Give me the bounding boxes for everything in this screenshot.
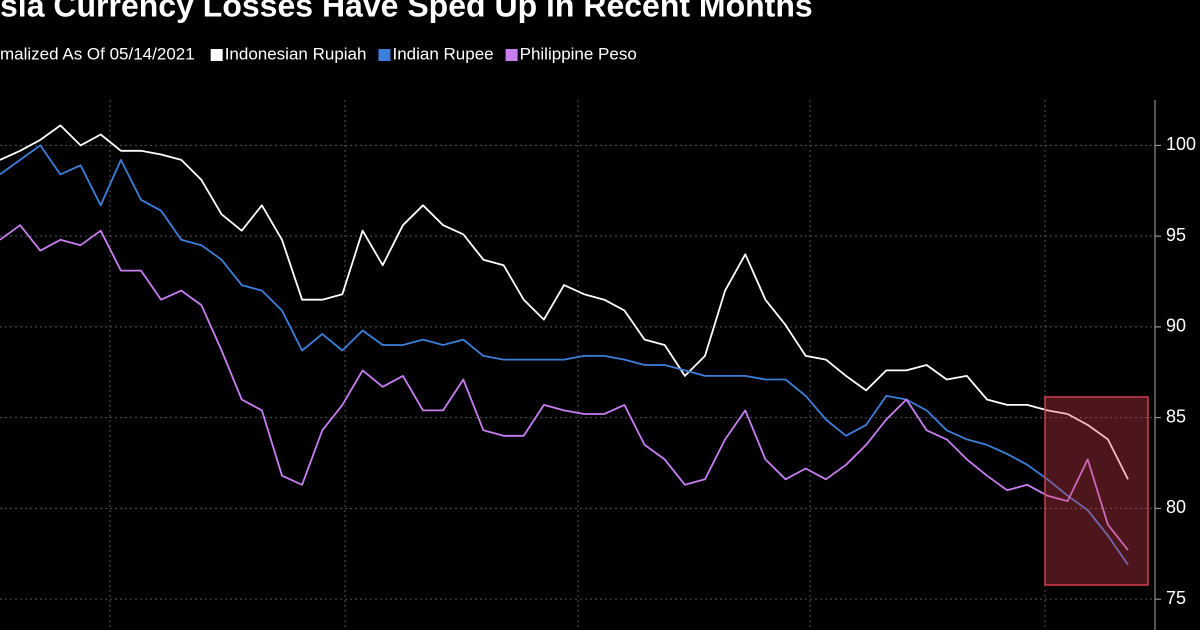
chart-title: sia Currency Losses Have Sped Up in Rece…	[0, 0, 813, 23]
legend-swatch	[210, 49, 223, 61]
legend-label: Philippine Peso	[520, 44, 637, 63]
legend-swatch	[505, 49, 518, 61]
y-tick-label: 75	[1166, 588, 1186, 608]
y-tick-label: 100	[1166, 134, 1196, 154]
highlight-box	[1044, 396, 1149, 586]
y-tick-label: 80	[1166, 497, 1186, 517]
series-line	[0, 144, 1129, 566]
y-tick-label: 90	[1166, 316, 1186, 336]
series-line	[0, 224, 1129, 551]
legend-label: Indian Rupee	[392, 44, 493, 63]
chart-subtitle: malized As Of 05/14/2021	[0, 44, 195, 63]
legend-label: Indonesian Rupiah	[225, 44, 367, 63]
plot	[0, 124, 1155, 600]
series-line	[0, 124, 1129, 480]
vertical-grid	[109, 100, 1046, 630]
legend-swatch	[378, 49, 391, 61]
y-tick-label: 85	[1166, 406, 1186, 426]
y-tick-label: 95	[1166, 225, 1186, 245]
